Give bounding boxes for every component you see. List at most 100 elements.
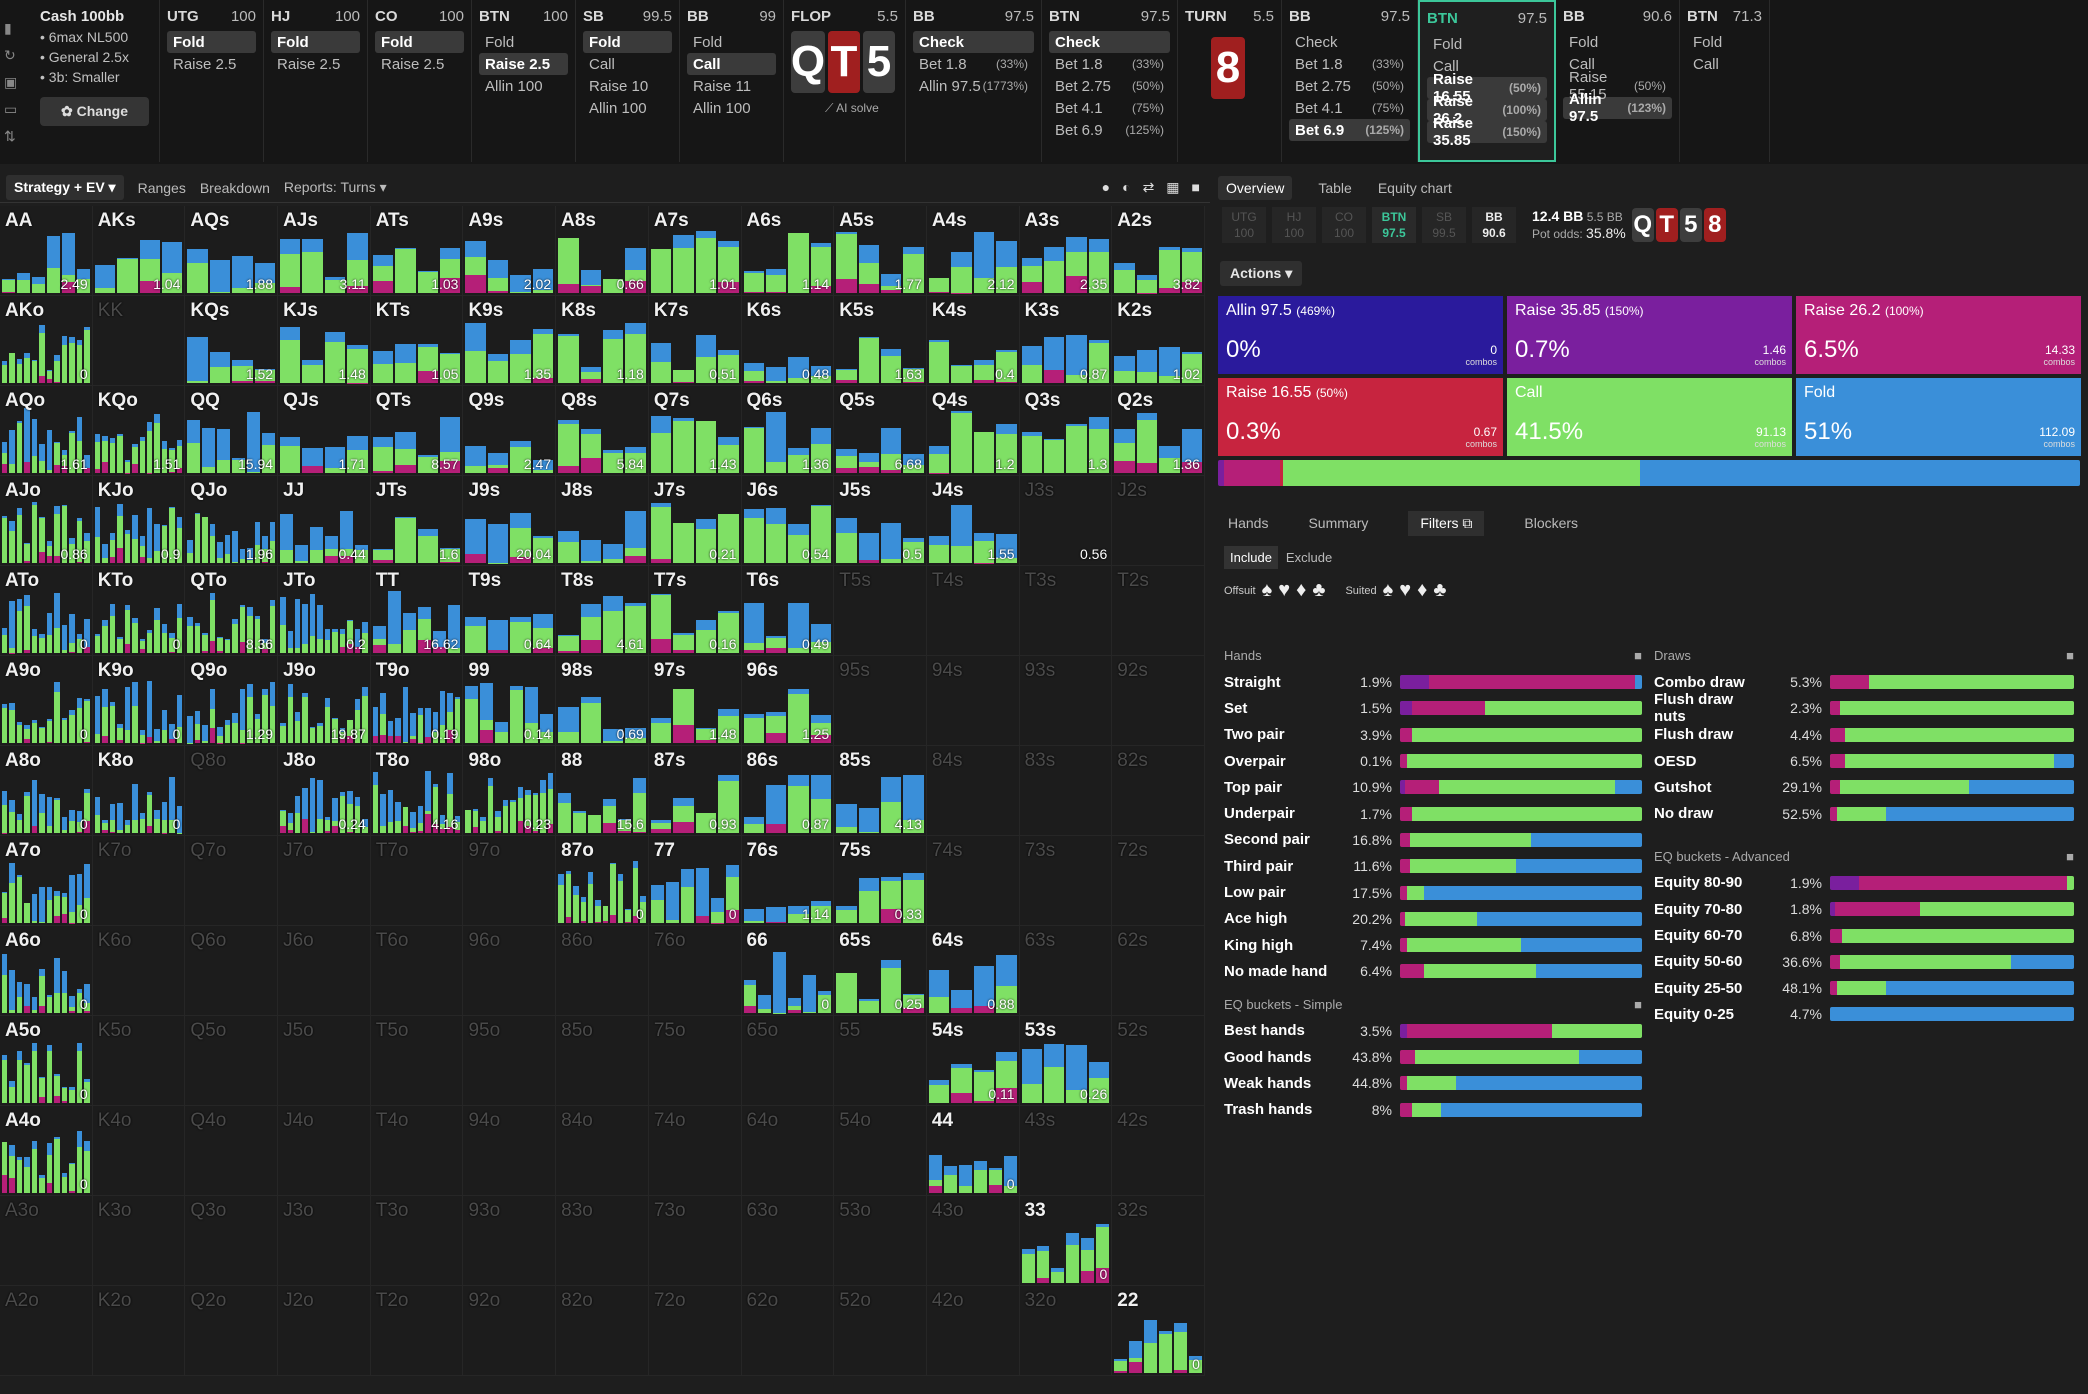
position-column-btn[interactable]: BTN 97.5 Check Bet 1.8 (33%) Bet 2.75 (50%) Bet…	[1042, 0, 1178, 162]
hand-cell-K9s[interactable]: K9s 1.35	[463, 296, 557, 386]
hand-cell-K4o[interactable]: K4o	[92, 1106, 186, 1196]
hand-cell-94o[interactable]: 94o	[463, 1106, 557, 1196]
filter-row[interactable]: Weak hands 44.8%	[1224, 1070, 1642, 1096]
position-column-sb[interactable]: SB 99.5 Fold Call Raise 10 Allin 100	[576, 0, 680, 162]
action-box-raise[interactable]: Raise 35.85 (150%) 0.7% 1.46 combos	[1507, 296, 1792, 374]
hand-cell-J3s[interactable]: J3s 0.56	[1019, 476, 1113, 566]
hand-cell-97s[interactable]: 97s 1.48	[648, 656, 742, 746]
hand-cell-83s[interactable]: 83s	[1019, 746, 1113, 836]
action-option[interactable]: Raise 16.55 (50%)	[1427, 71, 1547, 105]
hand-cell-44[interactable]: 44 0	[926, 1106, 1020, 1196]
filter-row[interactable]: Gutshot 29.1%	[1654, 774, 2074, 800]
seat-bb[interactable]: BB 90.6	[1472, 207, 1516, 243]
club-icon[interactable]: ♣	[1312, 579, 1326, 601]
hand-cell-95o[interactable]: 95o	[463, 1016, 557, 1106]
hand-cell-74o[interactable]: 74o	[648, 1106, 742, 1196]
collapse-icon[interactable]: ■	[1634, 996, 1642, 1012]
hand-cell-KJo[interactable]: KJo 0.9	[92, 476, 186, 566]
filter-row[interactable]: Third pair 11.6%	[1224, 853, 1642, 879]
action-box-raise[interactable]: Raise 16.55 (50%) 0.3% 0.67 combos	[1218, 378, 1503, 456]
action-option[interactable]: Fold	[271, 31, 360, 53]
action-option[interactable]: Raise 2.5	[271, 53, 360, 75]
hand-cell-AKs[interactable]: AKs 1.04	[92, 206, 186, 296]
hand-cell-J6o[interactable]: J6o	[278, 926, 371, 1016]
hand-cell-KQo[interactable]: KQo 1.51	[92, 386, 186, 476]
hand-cell-94s[interactable]: 94s	[926, 656, 1020, 746]
position-column-btn[interactable]: BTN 71.3 Fold Call	[1680, 0, 1770, 162]
filter-row[interactable]: Ace high 20.2%	[1224, 906, 1642, 932]
position-column-bb[interactable]: BB 99 Fold Call Raise 11 Allin 100	[680, 0, 784, 162]
hand-cell-K7o[interactable]: K7o	[92, 836, 186, 926]
hand-cell-54s[interactable]: 54s 0.11	[926, 1016, 1020, 1106]
hand-cell-AJs[interactable]: AJs 3.11	[278, 206, 371, 296]
hand-cell-82s[interactable]: 82s	[1112, 746, 1205, 836]
hand-cell-92o[interactable]: 92o	[463, 1286, 557, 1376]
position-column-utg[interactable]: UTG 100 Fold Raise 2.5	[160, 0, 264, 162]
hand-cell-72o[interactable]: 72o	[648, 1286, 742, 1376]
filter-row[interactable]: Underpair 1.7%	[1224, 800, 1642, 826]
hand-cell-74s[interactable]: 74s	[926, 836, 1020, 926]
hand-cell-93o[interactable]: 93o	[463, 1196, 557, 1286]
hand-cell-87o[interactable]: 87o 0	[556, 836, 649, 926]
hand-cell-A5o[interactable]: A5o 0	[0, 1016, 93, 1106]
hand-cell-Q4o[interactable]: Q4o	[185, 1106, 279, 1196]
hand-cell-73o[interactable]: 73o	[648, 1196, 742, 1286]
action-option[interactable]: Call	[1563, 53, 1672, 75]
hand-cell-54o[interactable]: 54o	[834, 1106, 927, 1196]
hand-cell-64s[interactable]: 64s 0.88	[926, 926, 1020, 1016]
tab-filters[interactable]: Filters ⧉	[1408, 510, 1485, 536]
hand-cell-T9s[interactable]: T9s 0.64	[463, 566, 557, 656]
hand-cell-98o[interactable]: 98o 0.23	[463, 746, 557, 836]
action-box-raise[interactable]: Raise 26.2 (100%) 6.5% 14.33 combos	[1796, 296, 2081, 374]
hand-cell-AQs[interactable]: AQs 1.88	[185, 206, 279, 296]
collapse-icon[interactable]: ■	[2066, 648, 2074, 663]
hand-cell-K8s[interactable]: K8s 1.18	[556, 296, 649, 386]
hand-cell-QQ[interactable]: QQ 15.94	[185, 386, 279, 476]
filter-row[interactable]: Equity 25-50 48.1%	[1654, 975, 2074, 1001]
hand-cell-K3o[interactable]: K3o	[92, 1196, 186, 1286]
seat-hj[interactable]: HJ 100	[1272, 207, 1316, 243]
tab-ranges[interactable]: Ranges	[137, 179, 186, 196]
hand-cell-82o[interactable]: 82o	[556, 1286, 649, 1376]
hand-cell-98s[interactable]: 98s 0.69	[556, 656, 649, 746]
heart-icon[interactable]: ♥	[1278, 579, 1291, 601]
hand-cell-32s[interactable]: 32s	[1112, 1196, 1205, 1286]
action-option[interactable]: Allin 100	[583, 97, 672, 119]
action-option[interactable]: Bet 2.75 (50%)	[1289, 75, 1410, 97]
hand-cell-T6s[interactable]: T6s 0.49	[741, 566, 835, 656]
action-option[interactable]: Fold	[375, 31, 464, 53]
hand-cell-Q8o[interactable]: Q8o	[185, 746, 279, 836]
hand-cell-JJ[interactable]: JJ 0.44	[278, 476, 371, 566]
hand-cell-KJs[interactable]: KJs 1.48	[278, 296, 371, 386]
action-option[interactable]: Raise 35.85 (150%)	[1427, 115, 1547, 149]
action-option[interactable]: Fold	[1687, 31, 1762, 53]
hand-cell-86o[interactable]: 86o	[556, 926, 649, 1016]
heart-icon[interactable]: ♥	[1399, 579, 1412, 601]
hand-cell-A5s[interactable]: A5s 1.77	[834, 206, 927, 296]
position-column-co[interactable]: CO 100 Fold Raise 2.5	[368, 0, 472, 162]
hand-cell-Q5o[interactable]: Q5o	[185, 1016, 279, 1106]
action-option[interactable]: Fold	[479, 31, 568, 53]
hand-cell-J9o[interactable]: J9o 19.87	[278, 656, 371, 746]
filter-row[interactable]: Low pair 17.5%	[1224, 879, 1642, 905]
action-option[interactable]: Bet 1.8 (33%)	[913, 53, 1034, 75]
filter-row[interactable]: Equity 70-80 1.8%	[1654, 896, 2074, 922]
hand-cell-53o[interactable]: 53o	[834, 1196, 927, 1286]
hand-cell-64o[interactable]: 64o	[741, 1106, 835, 1196]
filter-row[interactable]: No made hand 6.4%	[1224, 958, 1642, 984]
club-icon[interactable]: ♣	[1433, 579, 1447, 601]
tab-reports-turns[interactable]: Reports: Turns ▾	[283, 179, 387, 195]
action-option[interactable]: Bet 4.1 (75%)	[1049, 97, 1170, 119]
hand-cell-AQo[interactable]: AQo 1.61	[0, 386, 93, 476]
filter-row[interactable]: Equity 0-25 4.7%	[1654, 1001, 2074, 1027]
action-option[interactable]: Fold	[687, 31, 776, 53]
filter-row[interactable]: Equity 60-70 6.8%	[1654, 922, 2074, 948]
hand-cell-A7s[interactable]: A7s 1.01	[648, 206, 742, 296]
filter-row[interactable]: OESD 6.5%	[1654, 748, 2074, 774]
tab-equity-chart[interactable]: Equity chart	[1377, 180, 1452, 196]
hand-cell-42o[interactable]: 42o	[926, 1286, 1020, 1376]
position-column-bb[interactable]: BB 97.5 Check Bet 1.8 (33%) Allin 97.5 (1773%)	[906, 0, 1042, 162]
hand-cell-A4o[interactable]: A4o 0	[0, 1106, 93, 1196]
action-option[interactable]: Fold	[1563, 31, 1672, 53]
hand-cell-62o[interactable]: 62o	[741, 1286, 835, 1376]
